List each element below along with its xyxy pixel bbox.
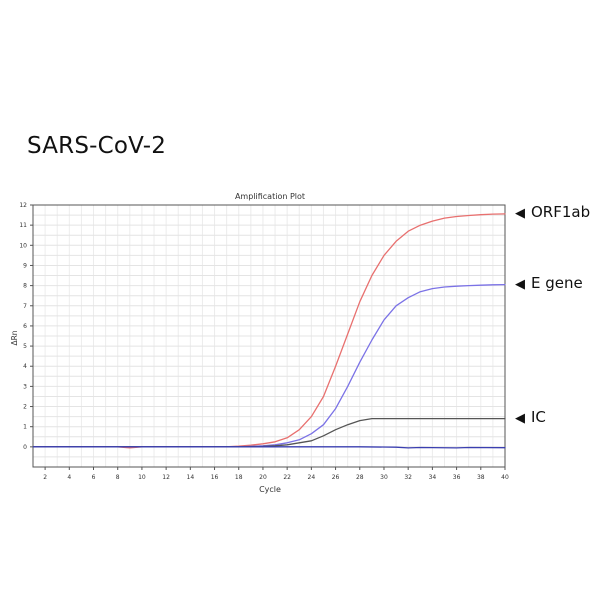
x-tick-label: 28 — [356, 474, 364, 481]
series-label-text: ORF1ab — [531, 202, 591, 221]
y-tick-label: 0 — [23, 444, 27, 451]
x-tick-label: 8 — [116, 474, 120, 481]
y-tick-label: 10 — [19, 242, 27, 249]
grid — [32, 204, 506, 468]
y-tick-label: 3 — [23, 383, 27, 390]
y-tick-label: 1 — [23, 424, 27, 431]
y-tick-label: 5 — [23, 343, 27, 350]
x-tick-label: 4 — [67, 474, 71, 481]
x-tick-label: 24 — [308, 474, 316, 481]
series-label-text: E gene — [531, 273, 583, 292]
series-label-text: IC — [531, 407, 546, 426]
y-axis-label: ΔRn — [10, 330, 19, 345]
x-tick-label: 12 — [162, 474, 170, 481]
x-tick-label: 26 — [332, 474, 340, 481]
x-tick-label: 14 — [187, 474, 195, 481]
x-tick-label: 16 — [211, 474, 219, 481]
y-tick-label: 8 — [23, 283, 27, 290]
x-tick-label: 32 — [404, 474, 412, 481]
x-tick-label: 36 — [453, 474, 461, 481]
x-tick-label: 38 — [477, 474, 485, 481]
y-tick-label: 11 — [19, 222, 27, 229]
pointer-arrow-icon: ◀ — [515, 410, 525, 426]
heading: SARS-CoV-2 — [27, 133, 167, 159]
x-tick-label: 18 — [235, 474, 243, 481]
series-line-e-gene — [32, 283, 506, 448]
x-tick-label: 6 — [92, 474, 96, 481]
x-tick-label: 20 — [259, 474, 267, 481]
x-tick-label: 30 — [380, 474, 388, 481]
series-label-orf1ab: ◀ ORF1ab — [515, 203, 590, 221]
series-line-nc — [32, 446, 506, 449]
series-label-e-gene: ◀ E gene — [515, 274, 583, 292]
series-label-ic: ◀ IC — [515, 408, 546, 426]
y-tick-label: 7 — [23, 303, 27, 310]
x-tick-label: 40 — [501, 474, 509, 481]
chart-title: Amplification Plot — [235, 192, 305, 201]
y-tick-label: 6 — [23, 323, 27, 330]
y-tick-label: 12 — [19, 202, 27, 209]
y-tick-label: 4 — [23, 363, 27, 370]
series-line-orf1ab — [32, 213, 506, 449]
y-tick-label: 9 — [23, 262, 27, 269]
plot-frame — [32, 204, 506, 468]
x-tick-label: 22 — [283, 474, 291, 481]
x-tick-label: 34 — [429, 474, 437, 481]
x-tick-label: 10 — [138, 474, 146, 481]
y-tick-label: 2 — [23, 404, 27, 411]
pointer-arrow-icon: ◀ — [515, 205, 525, 221]
tick-labels: 2 4 6 8 10 12 14 16 18 20 22 24 26 28 30 32 34 36 38 400123… — [19, 202, 509, 481]
x-tick-label: 2 — [43, 474, 47, 481]
pointer-arrow-icon: ◀ — [515, 276, 525, 292]
x-axis-label: Cycle — [259, 485, 281, 494]
series-layer — [32, 213, 506, 449]
